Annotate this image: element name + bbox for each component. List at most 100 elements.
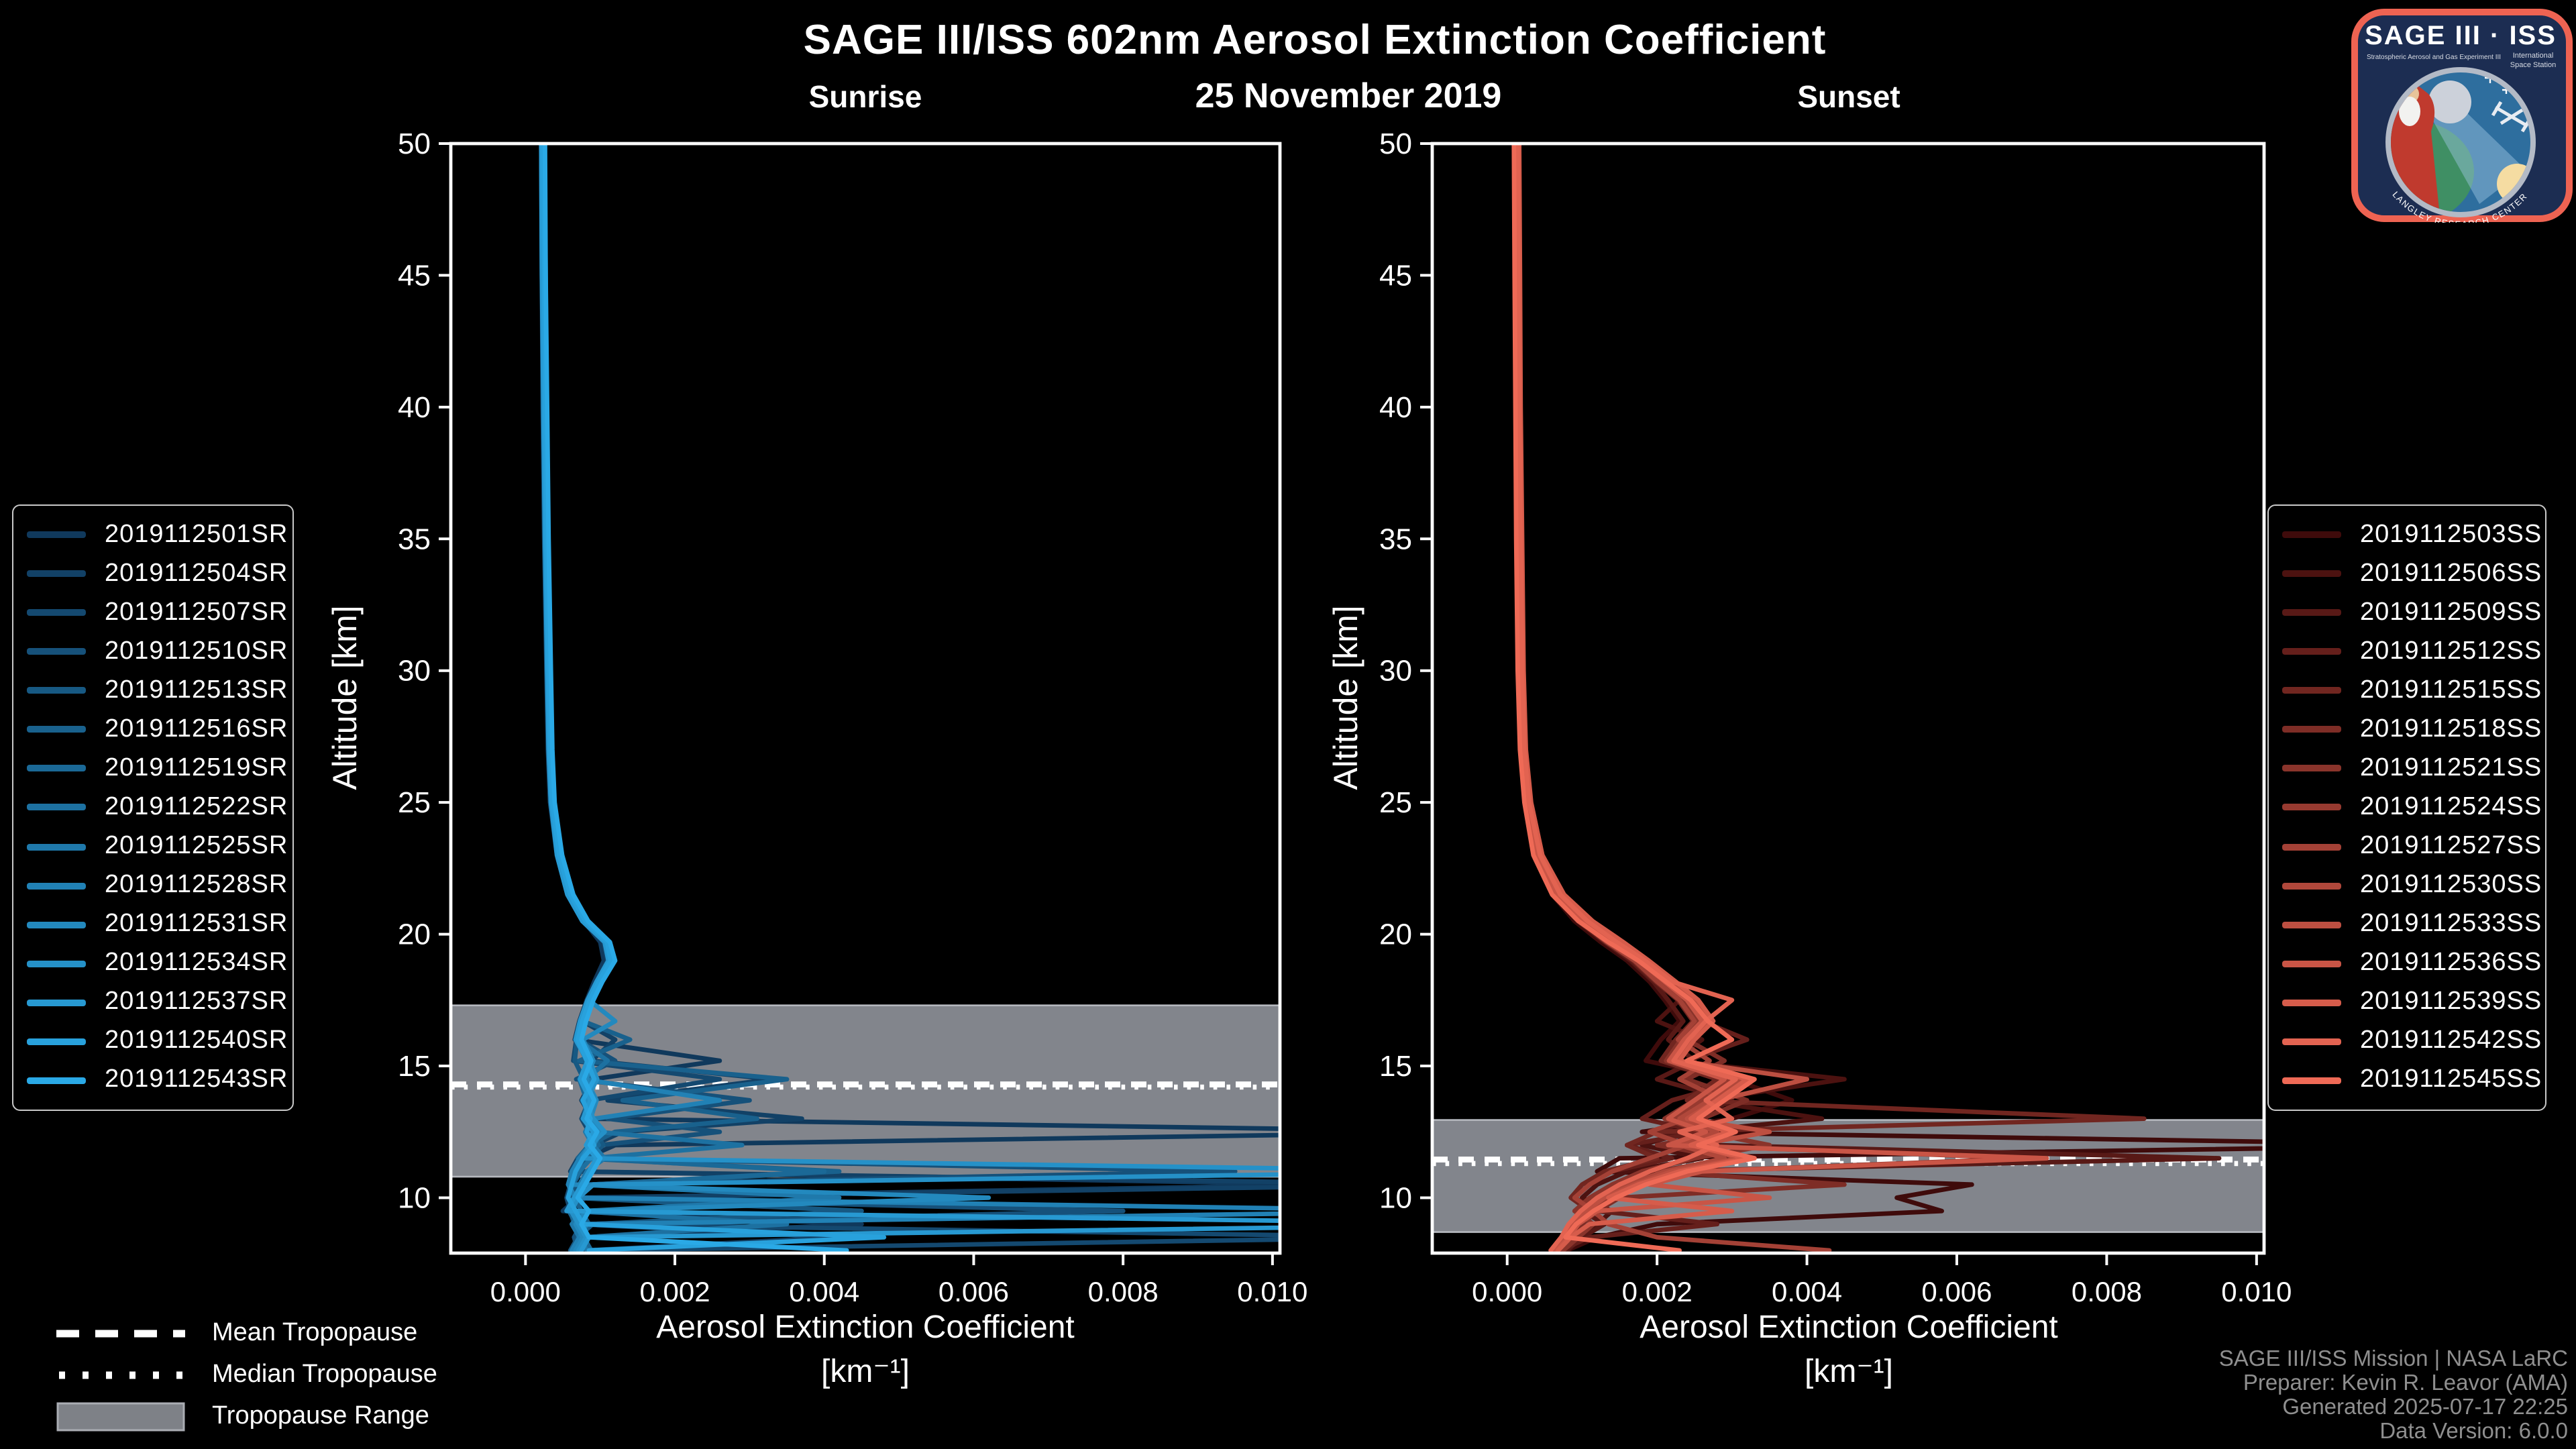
legend-item-2019112539SS: 2019112539SS <box>2282 983 2541 1022</box>
series-color-swatch <box>27 609 86 616</box>
series-label: 2019112522SR <box>105 792 288 821</box>
x-tick-label: 0.008 <box>1088 1276 1159 1307</box>
x-tick-label: 0.004 <box>1772 1276 1842 1307</box>
attribution-preparer: Preparer: Kevin R. Leavor (AMA) <box>2243 1371 2568 1395</box>
plot-frame <box>1430 142 2266 1255</box>
series-color-swatch <box>2282 648 2341 655</box>
y-tick-label: 45 <box>398 259 431 292</box>
series-label: 2019112527SS <box>2360 832 2542 861</box>
legend-item-2019112530SS: 2019112530SS <box>2282 866 2541 905</box>
series-color-swatch <box>27 960 86 967</box>
legend-sunrise-events: 2019112501SR 2019112504SR 2019112507SR 2019… <box>12 504 294 1111</box>
legend-item-2019112521SS: 2019112521SS <box>2282 749 2541 788</box>
y-tick-label: 30 <box>398 655 431 688</box>
y-tick-label: 50 <box>1379 127 1412 160</box>
series-label: 2019112504SR <box>105 559 288 588</box>
dotted-line-icon <box>59 1371 185 1379</box>
legend-item-2019112542SS: 2019112542SS <box>2282 1022 2541 1061</box>
x-tick-label: 0.006 <box>938 1276 1009 1307</box>
series-label: 2019112521SS <box>2360 753 2542 782</box>
attribution-generated: Generated 2025-07-17 22:25 <box>2282 1395 2568 1419</box>
y-tick-label: 50 <box>398 127 431 160</box>
y-tick-label: 35 <box>1379 523 1412 555</box>
legend-item-2019112510SR: 2019112510SR <box>27 632 287 671</box>
legend-item-2019112540SR: 2019112540SR <box>27 1022 287 1061</box>
legend-item-2019112522SR: 2019112522SR <box>27 788 287 827</box>
x-tick-label: 0.002 <box>1622 1276 1693 1307</box>
date-subtitle: 25 November 2019 <box>1195 75 1502 115</box>
series-label: 2019112537SR <box>105 987 288 1016</box>
legend-item-2019112528SR: 2019112528SR <box>27 866 287 905</box>
profile-line-2019112545SS <box>1511 144 1757 1253</box>
logo-subtitle-international: International <box>2513 52 2554 60</box>
series-label: 2019112536SS <box>2360 949 2542 977</box>
y-tick-label: 30 <box>1379 655 1412 688</box>
series-color-swatch <box>2282 687 2341 694</box>
series-color-swatch <box>27 843 86 851</box>
tropopause-legend: Mean Tropopause Median Tropopause Tropop… <box>56 1312 437 1437</box>
series-label: 2019112506SS <box>2360 559 2542 588</box>
series-label: 2019112516SR <box>105 714 288 743</box>
y-axis-label-right: Altitude [km] <box>1328 605 1365 790</box>
x-tick-label: 0.000 <box>1472 1276 1542 1307</box>
logo-wizard-robe <box>2391 82 2439 209</box>
legend-item-2019112513SR: 2019112513SR <box>27 672 287 710</box>
legend-item-2019112512SS: 2019112512SS <box>2282 632 2541 671</box>
series-color-swatch <box>2282 570 2341 578</box>
series-label: 2019112539SS <box>2360 987 2542 1016</box>
series-label: 2019112518SS <box>2360 714 2542 743</box>
series-color-swatch <box>2282 531 2341 539</box>
series-color-swatch <box>27 726 86 733</box>
y-tick-label: 25 <box>1379 786 1412 819</box>
attribution-data-version: Data Version: 6.0.0 <box>2379 1419 2568 1444</box>
series-color-swatch <box>2282 804 2341 811</box>
series-label: 2019112513SR <box>105 676 288 704</box>
legend-item-2019112527SS: 2019112527SS <box>2282 827 2541 866</box>
series-color-swatch <box>2282 1077 2341 1084</box>
series-color-swatch <box>2282 921 2341 928</box>
series-color-swatch <box>2282 999 2341 1006</box>
y-tick-label: 15 <box>398 1050 431 1083</box>
x-axis-label-right: Aerosol Extinction Coefficient [km⁻¹] <box>1433 1309 2265 1391</box>
series-color-swatch <box>27 882 86 890</box>
profile-line-2019112515SS <box>1512 144 2147 1253</box>
x-axis-label-left-line2: [km⁻¹] <box>821 1354 910 1390</box>
series-label: 2019112509SS <box>2360 598 2542 627</box>
dashed-line-icon <box>56 1329 185 1337</box>
series-label: 2019112531SR <box>105 910 288 938</box>
series-label: 2019112512SS <box>2360 637 2542 665</box>
x-tick-label: 0.010 <box>1237 1276 1307 1307</box>
series-color-swatch <box>2282 609 2341 616</box>
logo-title: SAGE III · ISS <box>2365 21 2557 50</box>
mean-tropopause-label: Mean Tropopause <box>212 1318 418 1346</box>
series-label: 2019112519SR <box>105 753 288 782</box>
median-tropopause-label: Median Tropopause <box>212 1360 437 1388</box>
y-tick-label: 20 <box>1379 918 1412 951</box>
y-tick-label: 40 <box>1379 391 1412 424</box>
x-axis-label-right-line1: Aerosol Extinction Coefficient <box>1640 1309 2058 1346</box>
series-color-swatch <box>2282 960 2341 967</box>
series-color-swatch <box>27 804 86 811</box>
y-tick-label: 10 <box>1379 1181 1412 1214</box>
legend-item-2019112518SS: 2019112518SS <box>2282 710 2541 749</box>
y-tick-label: 25 <box>398 786 431 819</box>
logo-subtitle-space-station: Space Station <box>2510 61 2557 69</box>
series-label: 2019112543SR <box>105 1065 288 1094</box>
logo-wizard-beard <box>2399 97 2420 126</box>
y-tick-label: 20 <box>398 918 431 951</box>
series-label: 2019112540SR <box>105 1026 288 1055</box>
series-color-swatch <box>2282 765 2341 772</box>
legend-item-2019112519SR: 2019112519SR <box>27 749 287 788</box>
series-label: 2019112501SR <box>105 520 288 549</box>
series-label: 2019112503SS <box>2360 520 2542 549</box>
x-axis-label-left-line1: Aerosol Extinction Coefficient <box>656 1309 1075 1346</box>
legend-item-mean-tropopause: Mean Tropopause <box>56 1312 437 1354</box>
x-axis-label-left: Aerosol Extinction Coefficient [km⁻¹] <box>451 1309 1280 1391</box>
sage-iii-iss-logo: SAGE III · ISS Stratospheric Aerosol and… <box>2351 8 2573 223</box>
legend-item-2019112501SR: 2019112501SR <box>27 515 287 554</box>
plot-area-sunset <box>1432 144 2264 1253</box>
legend-item-2019112525SR: 2019112525SR <box>27 827 287 866</box>
series-color-swatch <box>2282 726 2341 733</box>
series-label: 2019112507SR <box>105 598 288 627</box>
